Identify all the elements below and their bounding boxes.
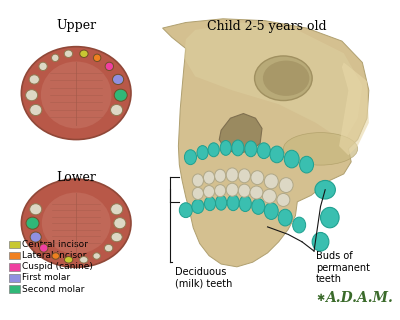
- Ellipse shape: [250, 186, 263, 199]
- Ellipse shape: [192, 188, 204, 199]
- Ellipse shape: [320, 207, 339, 228]
- Ellipse shape: [293, 217, 306, 233]
- Ellipse shape: [283, 132, 358, 165]
- Text: Child 2-5 years old: Child 2-5 years old: [207, 20, 326, 33]
- Ellipse shape: [41, 61, 112, 128]
- Text: Central incisor: Central incisor: [22, 240, 88, 249]
- Ellipse shape: [220, 140, 231, 155]
- Ellipse shape: [64, 257, 73, 263]
- Ellipse shape: [39, 62, 47, 70]
- Ellipse shape: [21, 179, 131, 267]
- Ellipse shape: [315, 180, 335, 199]
- Ellipse shape: [30, 104, 42, 116]
- Polygon shape: [339, 62, 369, 155]
- Ellipse shape: [192, 199, 204, 213]
- Ellipse shape: [204, 186, 215, 198]
- Ellipse shape: [226, 183, 238, 196]
- Ellipse shape: [111, 232, 122, 242]
- Ellipse shape: [226, 168, 238, 182]
- Ellipse shape: [312, 232, 329, 251]
- Ellipse shape: [197, 146, 208, 160]
- Ellipse shape: [93, 253, 100, 259]
- Ellipse shape: [215, 185, 226, 197]
- Ellipse shape: [239, 196, 251, 212]
- Ellipse shape: [215, 169, 226, 182]
- Ellipse shape: [80, 50, 88, 58]
- Text: A.D.A.M.: A.D.A.M.: [325, 291, 393, 305]
- Ellipse shape: [29, 75, 39, 84]
- Ellipse shape: [64, 50, 73, 58]
- Ellipse shape: [300, 156, 314, 173]
- Ellipse shape: [111, 204, 123, 215]
- Ellipse shape: [114, 218, 126, 229]
- Ellipse shape: [42, 193, 110, 254]
- Ellipse shape: [245, 141, 257, 157]
- FancyBboxPatch shape: [9, 263, 20, 270]
- FancyBboxPatch shape: [9, 274, 20, 282]
- Ellipse shape: [184, 150, 196, 165]
- Ellipse shape: [52, 54, 59, 61]
- Ellipse shape: [232, 140, 244, 156]
- Ellipse shape: [238, 169, 250, 183]
- Ellipse shape: [30, 232, 41, 242]
- Ellipse shape: [227, 195, 239, 211]
- Ellipse shape: [216, 195, 227, 210]
- Ellipse shape: [114, 89, 127, 101]
- Ellipse shape: [30, 204, 42, 215]
- Ellipse shape: [105, 62, 114, 70]
- Text: Lateral incisor: Lateral incisor: [22, 251, 87, 260]
- Ellipse shape: [252, 198, 265, 214]
- Ellipse shape: [204, 197, 216, 211]
- Ellipse shape: [94, 54, 101, 61]
- Ellipse shape: [179, 203, 192, 218]
- Ellipse shape: [279, 178, 293, 193]
- Ellipse shape: [26, 217, 39, 229]
- Ellipse shape: [112, 74, 124, 84]
- Text: Deciduous
(milk) teeth: Deciduous (milk) teeth: [175, 267, 232, 288]
- Polygon shape: [162, 19, 369, 267]
- Ellipse shape: [238, 184, 250, 197]
- FancyBboxPatch shape: [9, 285, 20, 293]
- Ellipse shape: [254, 56, 312, 100]
- Ellipse shape: [278, 209, 292, 226]
- Ellipse shape: [264, 174, 278, 189]
- Ellipse shape: [263, 60, 309, 96]
- Text: Buds of
permanent
teeth: Buds of permanent teeth: [316, 251, 370, 284]
- Polygon shape: [184, 22, 362, 141]
- Ellipse shape: [251, 171, 264, 185]
- Text: Second molar: Second molar: [22, 284, 85, 294]
- Ellipse shape: [208, 143, 219, 157]
- Ellipse shape: [104, 244, 113, 252]
- Text: Cuspid (canine): Cuspid (canine): [22, 262, 93, 271]
- Ellipse shape: [192, 174, 204, 187]
- Ellipse shape: [262, 189, 276, 203]
- Ellipse shape: [270, 146, 284, 163]
- Ellipse shape: [257, 143, 270, 159]
- Text: Lower: Lower: [56, 171, 96, 184]
- Text: Upper: Upper: [56, 19, 96, 32]
- Ellipse shape: [40, 244, 48, 252]
- Ellipse shape: [110, 104, 123, 116]
- Ellipse shape: [277, 194, 290, 206]
- Text: ✱: ✱: [316, 292, 324, 302]
- Ellipse shape: [264, 203, 278, 220]
- Ellipse shape: [204, 171, 215, 184]
- Ellipse shape: [21, 47, 131, 140]
- Ellipse shape: [52, 253, 59, 259]
- FancyBboxPatch shape: [9, 252, 20, 260]
- Text: First molar: First molar: [22, 274, 70, 283]
- Polygon shape: [219, 114, 262, 154]
- Ellipse shape: [80, 257, 88, 263]
- FancyBboxPatch shape: [9, 241, 20, 248]
- Ellipse shape: [26, 90, 38, 101]
- Ellipse shape: [284, 150, 299, 168]
